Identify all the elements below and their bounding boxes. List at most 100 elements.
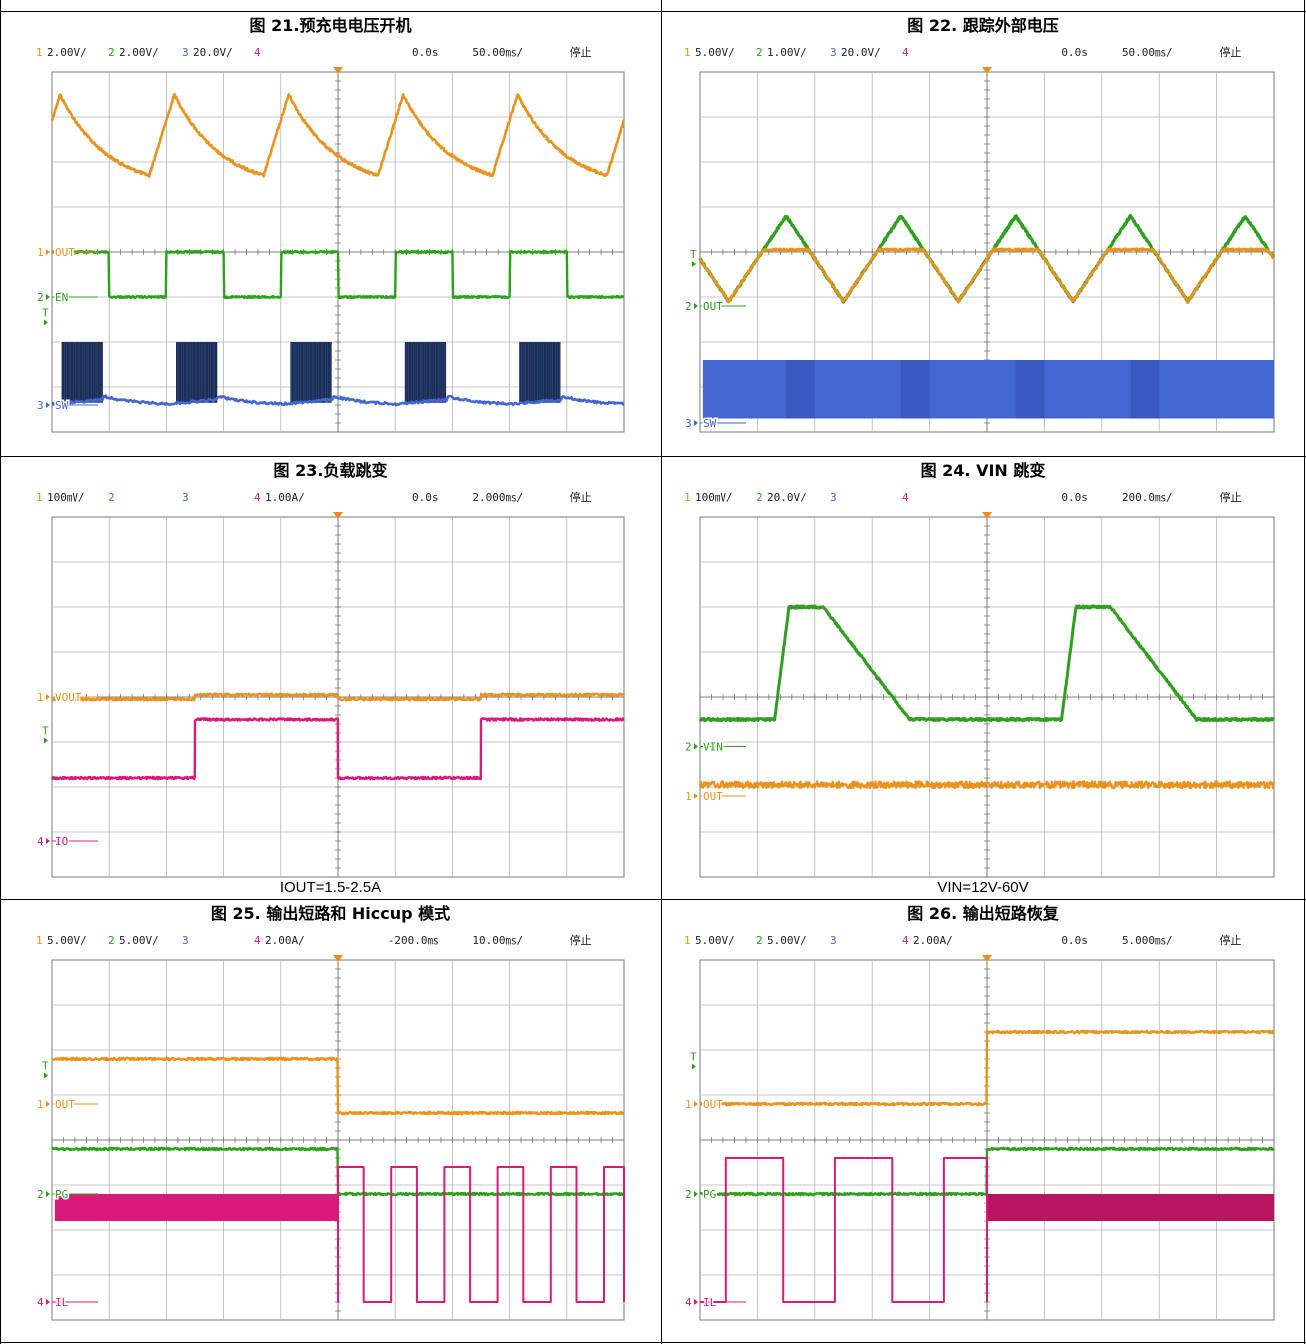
switching-band-shade — [1015, 360, 1045, 419]
trigger-delay: 0.0s — [1061, 46, 1088, 59]
figure-title: 图 25. 输出短路和 Hiccup 模式 — [210, 904, 451, 923]
trigger-level-marker: T — [42, 725, 49, 738]
figure-title: 图 26. 输出短路恢复 — [907, 904, 1059, 923]
channel-number: 2 — [756, 491, 763, 504]
grid-border-right — [1304, 0, 1305, 1344]
trigger-level-arrow-icon — [692, 261, 696, 267]
channel-name: VIN — [703, 741, 723, 754]
acquisition-state: 停止 — [570, 490, 592, 504]
channel-scale: 1.00V/ — [767, 46, 807, 59]
ground-marker-icon — [694, 303, 698, 309]
acquisition-state: 停止 — [570, 45, 592, 59]
channel-name: OUT — [703, 790, 723, 803]
channel-number: 4 — [902, 491, 909, 504]
timebase: 10.00㎳/ — [472, 934, 523, 947]
waveforms — [698, 604, 1276, 790]
oscilloscope-screen: 1 100㎷/ 2 20.0V/3 4 0.0s 200.0㎳/ 停止 2 VIN 1 OUT — [684, 490, 1276, 878]
timebase: 50.00㎳/ — [1122, 46, 1173, 59]
figure-cell-22: 图 22. 跟踪外部电压 1 5.00V/2 1.00V/3 20.0V/4 0.0s 5… — [662, 12, 1304, 456]
channel-scale: 100㎷/ — [695, 491, 733, 504]
status-bar: 1 5.00V/2 5.00V/3 4 2.00A/0.0s 5.000㎳/ 停止 — [684, 933, 1241, 947]
channel-name: OUT — [703, 1098, 723, 1111]
channel-scale: 2.00V/ — [47, 46, 87, 59]
ground-marker-icon — [694, 1101, 698, 1107]
channel-number: 4 — [254, 934, 261, 947]
channel-name: OUT — [55, 246, 75, 259]
trigger-delay: 0.0s — [412, 491, 439, 504]
ground-marker-icon — [694, 1191, 698, 1197]
waveforms — [50, 692, 626, 781]
channel-marker: 1 — [685, 1098, 692, 1111]
channel-labels: 1 OUT 2 PG 4 IL T — [685, 1051, 746, 1311]
channel-labels: 1 VOUT 4 IO T — [37, 690, 98, 850]
status-bar: 1 100㎷/ 2 3 4 1.00A/0.0s 2.000㎳/ 停止 — [36, 490, 592, 504]
grid-border-bottom — [0, 1342, 1306, 1343]
figure-cell-23: 图 23.负载跳变 1 100㎷/2 3 4 1.00A/0.0s 2.000㎳/停止 1 V… — [0, 457, 661, 899]
channel-number: 1 — [36, 934, 43, 947]
trigger-position-marker — [982, 67, 992, 74]
trigger-level-arrow-icon — [692, 1063, 696, 1070]
channel-number: 1 — [684, 491, 691, 504]
channel-name: IL — [703, 1296, 717, 1309]
channel-name: OUT — [55, 1098, 75, 1111]
channel-scale: 1.00A/ — [265, 491, 305, 504]
channel-number: 2 — [108, 46, 115, 59]
trigger-level-marker: T — [42, 1060, 49, 1073]
channel-labels: 1 OUT 2 PG 4 IL T — [37, 1060, 98, 1311]
oscilloscope-screen: 1 5.00V/2 5.00V/3 4 2.00A/0.0s 5.000㎳/ 停止 1 OUT 2… — [684, 933, 1275, 1321]
channel-number: 3 — [830, 46, 837, 59]
trigger-level-marker: T — [690, 248, 697, 261]
channel-labels: 2 OUT 3 SW T — [685, 248, 746, 432]
channel-scale: 5.00V/ — [767, 934, 807, 947]
trigger-position-marker — [333, 67, 343, 74]
waveform-ch2 — [698, 604, 1275, 723]
trigger-position-marker — [982, 512, 992, 519]
trigger-level-marker: T — [42, 307, 49, 320]
channel-name: PG — [703, 1188, 716, 1201]
channel-scale: 20.0V/ — [767, 491, 807, 504]
figure-title: 图 23.负载跳变 — [273, 461, 388, 480]
channel-number: 2 — [756, 934, 763, 947]
channel-scale: 2.00A/ — [913, 934, 953, 947]
inductor-current-band — [54, 1194, 339, 1221]
channel-marker: 2 — [685, 741, 692, 754]
channel-marker: 1 — [37, 691, 44, 704]
ground-marker-icon — [46, 402, 50, 408]
trigger-delay: -200.0㎳ — [388, 934, 439, 947]
timebase: 200.0㎳/ — [1122, 491, 1173, 504]
status-bar: 1 5.00V/2 1.00V/3 20.0V/4 0.0s 50.00㎳/ 停止 — [684, 45, 1241, 59]
status-bar: 1 5.00V/2 5.00V/3 4 2.00A/ -200.0㎳ 10.00㎳/ 停止 — [36, 933, 592, 947]
oscilloscope-screen: 1 2.00V/2 2.00V/3 20.0V/4 0.0s 50.00㎳/ 停止 1 OUT 2… — [36, 45, 626, 433]
figure-cell-21: 图 21.预充电电压开机 1 2.00V/2 2.00V/3 20.0V/4 0.0s 5… — [0, 12, 661, 456]
channel-scale: 20.0V/ — [193, 46, 233, 59]
channel-marker: 2 — [37, 291, 44, 304]
figure-caption — [0, 1320, 661, 1342]
channel-number: 3 — [830, 934, 837, 947]
channel-number: 3 — [182, 46, 189, 59]
grid-border-middle — [661, 0, 662, 1344]
channel-name: OUT — [703, 300, 723, 313]
waveform-ch4 — [337, 1166, 625, 1303]
channel-number: 4 — [254, 491, 261, 504]
grid-border-row1 — [0, 456, 1306, 457]
channel-marker: 4 — [37, 835, 44, 848]
oscilloscope-screen: 1 5.00V/2 5.00V/3 4 2.00A/-200.0㎳ 10.00㎳/停止1 O… — [36, 933, 625, 1321]
timebase: 50.00㎳/ — [472, 46, 523, 59]
trigger-delay: 0.0s — [412, 46, 439, 59]
grid-border-row2 — [0, 899, 1306, 900]
figure-caption — [662, 434, 1304, 456]
channel-marker: 2 — [685, 1188, 692, 1201]
acquisition-state: 停止 — [1219, 490, 1241, 504]
channel-name: IO — [55, 835, 68, 848]
figure-caption — [662, 1320, 1304, 1342]
figure-title: 图 21.预充电电压开机 — [249, 16, 412, 35]
channel-number: 1 — [684, 934, 691, 947]
channel-number: 1 — [684, 46, 691, 59]
channel-scale: 5.00V/ — [695, 934, 735, 947]
channel-number: 4 — [902, 934, 909, 947]
ground-marker-icon — [694, 420, 698, 426]
waveforms — [698, 214, 1276, 419]
figure-caption: VIN=12V-60V — [937, 879, 1029, 896]
status-bar: 1 100㎷/ 2 20.0V/3 4 0.0s 200.0㎳/ 停止 — [684, 490, 1241, 504]
waveform-ch4 — [700, 1157, 988, 1303]
